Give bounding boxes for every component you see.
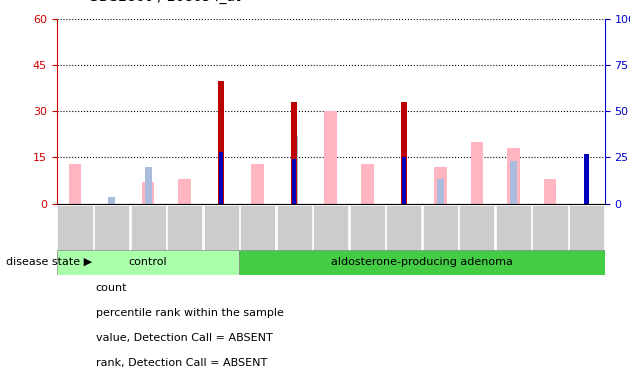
Bar [510,161,517,204]
Bar [277,205,312,265]
Bar [437,179,444,204]
Text: percentile rank within the sample: percentile rank within the sample [96,308,284,318]
Bar [496,205,531,265]
Bar [203,205,239,265]
Bar [219,152,223,204]
Text: disease state ▶: disease state ▶ [6,257,93,267]
Text: aldosterone-producing adenoma: aldosterone-producing adenoma [331,257,513,267]
Bar [350,205,385,265]
Bar [219,81,224,204]
Bar [292,159,296,204]
Bar [386,205,421,265]
Bar [57,250,239,275]
Bar [251,164,264,204]
Bar [584,157,589,204]
Bar [324,111,337,204]
Bar [178,179,191,204]
Bar [313,205,348,265]
Bar [507,148,520,204]
Text: control: control [129,257,168,267]
Text: GDS2860 / 208054_at: GDS2860 / 208054_at [88,0,241,4]
Bar [57,205,93,265]
Bar [544,179,556,204]
Bar [401,102,406,204]
Text: rank, Detection Call = ABSENT: rank, Detection Call = ABSENT [96,358,266,368]
Bar [94,205,129,265]
Bar [423,205,458,265]
Bar [471,142,483,204]
Bar [290,136,298,204]
Bar [239,250,605,275]
Bar [108,197,115,204]
Bar [585,154,588,204]
Bar [361,164,374,204]
Bar [144,167,152,204]
Bar [459,205,495,265]
Bar [240,205,275,265]
Text: count: count [96,283,127,293]
Bar [569,205,604,265]
Text: value, Detection Call = ABSENT: value, Detection Call = ABSENT [96,333,272,343]
Bar [434,167,447,204]
Bar [130,205,166,265]
Bar [142,182,154,204]
Bar [69,164,81,204]
Bar [292,102,297,204]
Bar [402,157,406,204]
Bar [167,205,202,265]
Bar [532,205,568,265]
